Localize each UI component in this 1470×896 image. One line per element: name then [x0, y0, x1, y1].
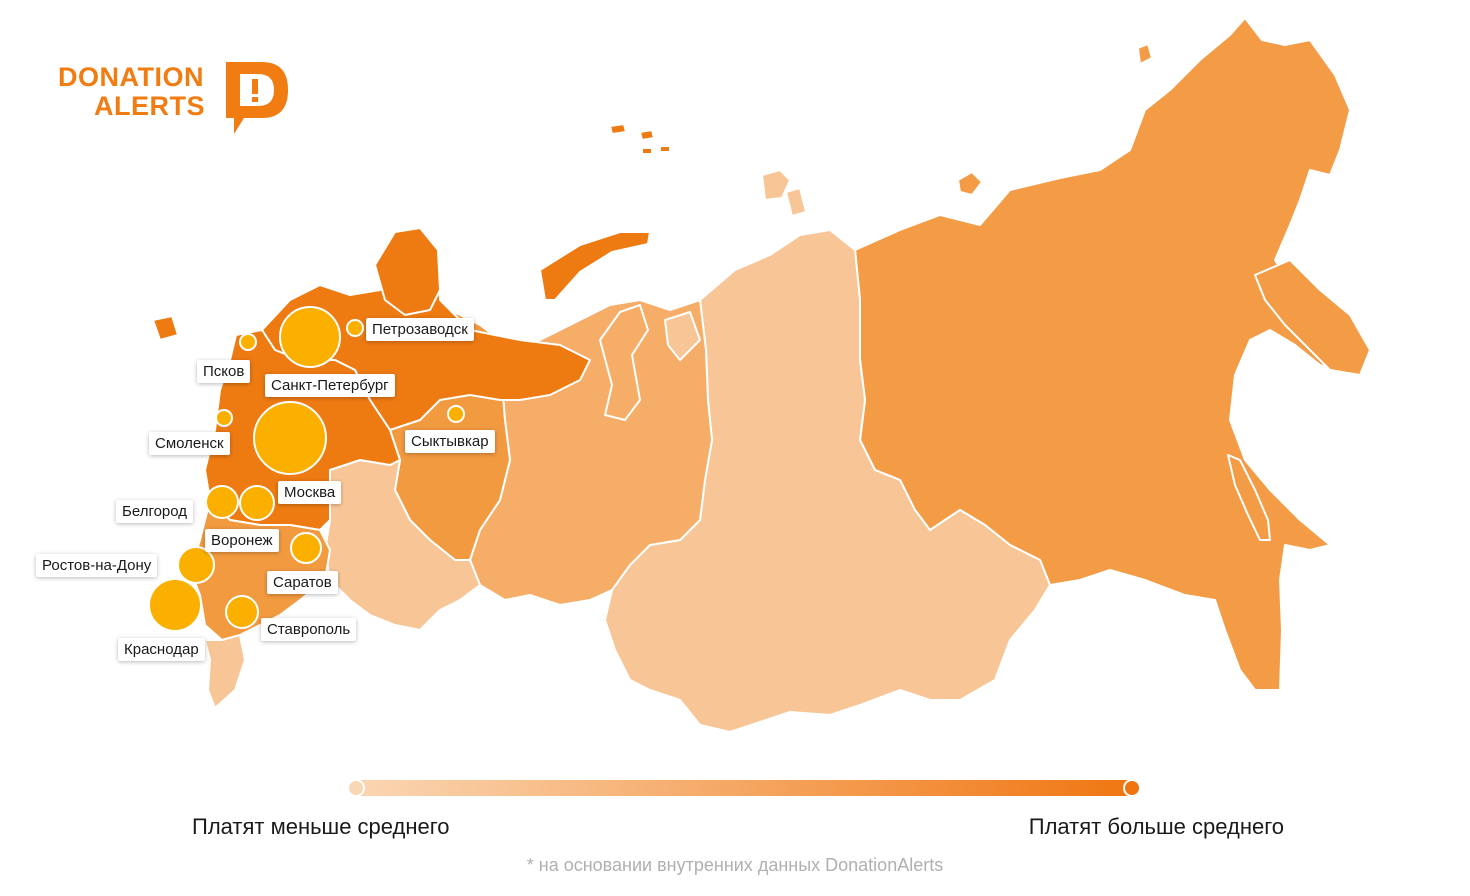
region-severnaya-zemlya — [761, 169, 791, 201]
bubble-petrozavodsk — [346, 319, 364, 337]
label-krasnodar: Краснодар — [118, 638, 205, 661]
region-wrangel — [1137, 43, 1153, 65]
region-severnaya-zemlya-2 — [785, 187, 807, 217]
bubble-syktyvkar — [447, 405, 465, 423]
bubble-saratov — [290, 532, 322, 564]
bubble-stavropol — [225, 595, 259, 629]
legend-gradient-bar — [347, 779, 1141, 797]
donationalerts-logo: DONATION ALERTS — [56, 58, 296, 138]
region-kaliningrad — [152, 315, 179, 341]
region-yamal — [599, 304, 649, 421]
region-sakhalin — [1227, 454, 1271, 541]
legend-low-label: Платят меньше среднего — [192, 814, 450, 839]
label-spb: Санкт-Петербург — [265, 374, 395, 397]
logo-line-2: ALERTS — [94, 91, 205, 121]
bubble-rostov — [177, 546, 215, 584]
city-bubbles — [148, 306, 465, 632]
region-novosibirsk-islands — [957, 171, 983, 196]
label-stavropol: Ставрополь — [261, 618, 357, 641]
region-kamchatka — [1254, 259, 1371, 376]
label-voronezh: Воронеж — [205, 529, 279, 552]
bubble-voronezh — [239, 485, 275, 521]
label-saratov: Саратов — [267, 571, 338, 594]
label-belgorod: Белгород — [116, 500, 194, 523]
region-kola — [374, 227, 441, 316]
region-novaya-zemlya — [539, 231, 651, 301]
region-franz-josef — [609, 123, 671, 155]
bubble-krasnodar — [148, 578, 202, 632]
legend-high-dot — [1123, 779, 1141, 797]
bubble-spb — [279, 306, 341, 368]
label-petrozavodsk: Петрозаводск — [366, 318, 474, 341]
label-pskov: Псков — [197, 360, 251, 383]
label-smolensk: Смоленск — [149, 432, 230, 455]
label-moscow: Москва — [278, 481, 342, 504]
logo-mark-icon — [226, 62, 288, 134]
legend-low-dot — [347, 779, 365, 797]
region-gydan — [664, 311, 701, 361]
region-caucasus — [204, 634, 246, 709]
label-rostov: Ростов-на-Дону — [36, 554, 158, 577]
bubble-moscow — [253, 401, 327, 475]
bubble-pskov — [239, 333, 257, 351]
bubble-belgorod — [205, 485, 239, 519]
logo-exclamation-bar — [252, 79, 258, 94]
logo-line-1: DONATION — [58, 62, 204, 92]
label-syktyvkar: Сыктывкар — [405, 430, 495, 453]
legend-high-label: Платят больше среднего — [1028, 814, 1284, 839]
bubble-smolensk — [215, 409, 233, 427]
logo-exclamation-dot — [252, 97, 258, 102]
footnote: * на основании внутренних данных Donatio… — [526, 855, 944, 875]
